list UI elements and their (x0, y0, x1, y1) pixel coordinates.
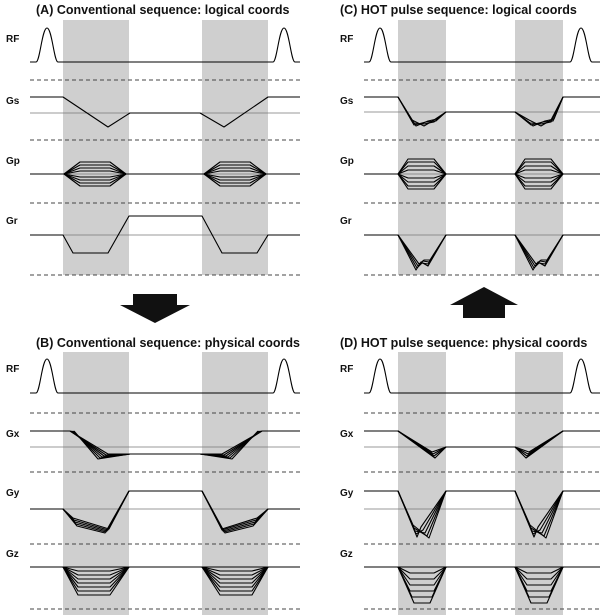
panel-b-label-rf: RF (6, 364, 19, 375)
panel-a-label-rf: RF (6, 34, 19, 45)
down-arrow (120, 294, 190, 323)
panel-c-rf-waveform (364, 27, 600, 63)
panel-d-gz-waveform (364, 566, 600, 604)
panel-b: (B) Conventional sequence: physical coor… (6, 336, 300, 615)
panel-a-shade-2 (202, 20, 268, 275)
panel-c-label-rf: RF (340, 34, 353, 45)
panel-a-label-gs: Gs (6, 96, 20, 107)
panel-b-label-gy: Gy (6, 488, 20, 499)
panel-c: (C) HOT pulse sequence: logical coords R… (340, 3, 600, 276)
panel-a-rf-waveform (30, 27, 300, 63)
panel-c-label-gs: Gs (340, 96, 354, 107)
panel-d: (D) HOT pulse sequence: physical coords … (340, 336, 600, 615)
panel-c-label-gp: Gp (340, 156, 354, 167)
panel-b-rf-waveform (30, 358, 300, 394)
panel-c-label-gr: Gr (340, 216, 352, 227)
panel-b-gz-waveform (30, 566, 300, 596)
panel-d-shade-1 (398, 352, 446, 615)
panel-d-shade-2 (515, 352, 563, 615)
panel-c-shade-1 (398, 20, 446, 275)
panel-c-title: (C) HOT pulse sequence: logical coords (340, 3, 577, 17)
panel-a-label-gr: Gr (6, 216, 18, 227)
panel-c-gr-waveform (364, 234, 600, 271)
panel-a-gp-waveform (30, 161, 300, 187)
panel-a-shade-1 (63, 20, 129, 275)
panel-d-title: (D) HOT pulse sequence: physical coords (340, 336, 587, 350)
panel-a-gr-waveform (30, 215, 300, 254)
panel-d-gx-waveform (364, 430, 600, 459)
panel-a-label-gp: Gp (6, 156, 20, 167)
panel-c-shade-2 (515, 20, 563, 275)
panel-d-rf-waveform (364, 358, 600, 394)
panel-c-gp-waveform (364, 158, 600, 190)
panel-b-label-gz: Gz (6, 549, 19, 560)
panel-b-gx-waveform (30, 430, 300, 460)
panel-d-label-gz: Gz (340, 549, 353, 560)
panel-a-title: (A) Conventional sequence: logical coord… (36, 3, 290, 17)
panel-d-gy-waveform (364, 490, 600, 539)
up-arrow (450, 287, 518, 318)
panel-a: (A) Conventional sequence: logical coord… (6, 3, 300, 276)
panel-c-gs-waveform (364, 96, 600, 127)
panel-d-label-rf: RF (340, 364, 353, 375)
panel-d-label-gy: Gy (340, 488, 354, 499)
panel-b-gy-waveform (30, 490, 300, 534)
panel-a-gs-waveform (30, 96, 300, 128)
panel-d-label-gx: Gx (340, 429, 354, 440)
panel-b-label-gx: Gx (6, 429, 20, 440)
panel-b-title: (B) Conventional sequence: physical coor… (36, 336, 300, 350)
